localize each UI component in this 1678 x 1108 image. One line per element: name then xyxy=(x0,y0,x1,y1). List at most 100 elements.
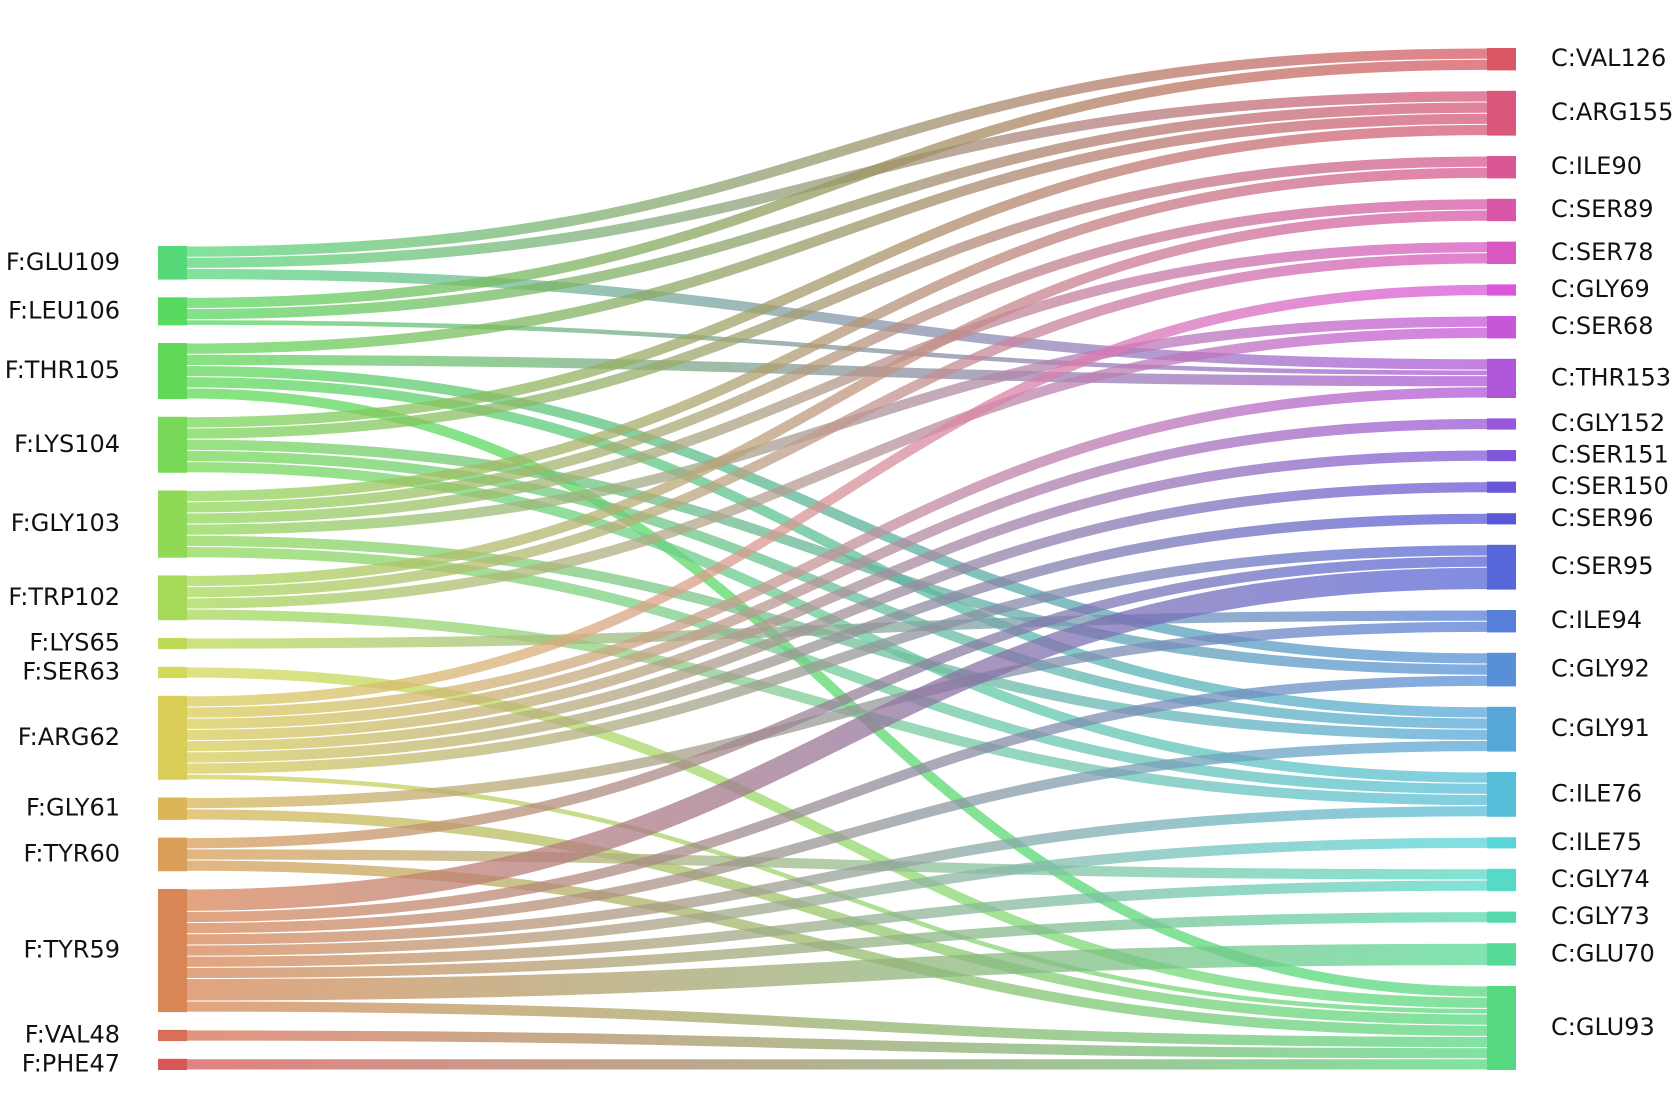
link xyxy=(186,943,1488,1001)
target-node xyxy=(1487,284,1516,296)
source-node xyxy=(158,666,187,679)
target-label: C:SER151 xyxy=(1551,441,1669,469)
source-label: F:PHE47 xyxy=(22,1049,120,1077)
link xyxy=(186,327,1488,609)
target-label: C:GLU70 xyxy=(1551,939,1655,967)
link xyxy=(186,675,1488,923)
target-node xyxy=(1487,450,1516,462)
target-label: C:GLY152 xyxy=(1551,409,1665,437)
source-node xyxy=(158,888,187,1013)
link xyxy=(186,167,1488,502)
source-label: F:GLY61 xyxy=(26,794,120,822)
source-label: F:GLU109 xyxy=(6,248,120,276)
target-node xyxy=(1487,418,1516,430)
link xyxy=(186,610,1488,649)
target-label: C:SER78 xyxy=(1551,238,1653,266)
link xyxy=(186,556,1488,849)
source-node xyxy=(158,297,187,326)
source-node xyxy=(158,490,187,558)
target-node xyxy=(1487,837,1516,849)
link xyxy=(186,546,1488,794)
target-label: C:THR153 xyxy=(1551,363,1671,391)
link xyxy=(186,156,1488,439)
target-node xyxy=(1487,316,1516,339)
source-label: F:LYS65 xyxy=(29,629,120,657)
target-label: C:GLY74 xyxy=(1551,865,1650,893)
target-node xyxy=(1487,544,1516,590)
source-label: F:GLY103 xyxy=(11,509,120,537)
target-node xyxy=(1487,911,1516,923)
source-label: F:TYR60 xyxy=(23,839,120,867)
link xyxy=(186,806,1488,945)
target-node xyxy=(1487,652,1516,687)
link xyxy=(186,418,1488,729)
target-node xyxy=(1487,772,1516,817)
source-node xyxy=(158,575,187,621)
link xyxy=(186,387,1488,718)
target-node xyxy=(1487,156,1516,179)
target-label: C:ILE94 xyxy=(1551,606,1642,634)
target-label: C:GLY73 xyxy=(1551,902,1650,930)
target-label: C:ILE76 xyxy=(1551,779,1642,807)
target-node xyxy=(1487,358,1516,398)
source-node xyxy=(158,1058,187,1070)
source-node xyxy=(158,797,187,820)
link xyxy=(186,1030,1488,1059)
link xyxy=(186,567,1488,911)
link xyxy=(186,253,1488,598)
link xyxy=(186,849,1488,880)
target-label: C:ARG155 xyxy=(1551,98,1673,126)
link xyxy=(186,113,1488,354)
link xyxy=(186,320,1488,376)
link xyxy=(186,621,1488,809)
link xyxy=(186,48,1488,257)
target-label: C:SER96 xyxy=(1551,504,1653,532)
target-node xyxy=(1487,90,1516,136)
target-label: C:GLY69 xyxy=(1551,275,1650,303)
link xyxy=(186,268,1488,370)
source-label: F:ARG62 xyxy=(18,723,120,751)
source-node xyxy=(158,695,187,780)
source-label: F:VAL48 xyxy=(25,1020,120,1048)
source-node xyxy=(158,637,187,650)
target-label: C:VAL126 xyxy=(1551,44,1666,72)
target-label: C:SER150 xyxy=(1551,472,1669,500)
link xyxy=(186,837,1488,956)
source-label: F:TYR59 xyxy=(23,936,120,964)
target-node xyxy=(1487,986,1516,1070)
target-node xyxy=(1487,706,1516,752)
source-label: F:THR105 xyxy=(5,356,120,384)
link xyxy=(186,1001,1488,1048)
link xyxy=(186,482,1488,752)
target-node xyxy=(1487,943,1516,966)
link xyxy=(186,210,1488,587)
target-node xyxy=(1487,513,1516,525)
target-node xyxy=(1487,198,1516,222)
source-label: F:SER63 xyxy=(22,657,120,685)
target-node xyxy=(1487,868,1516,892)
source-label: F:TRP102 xyxy=(8,583,120,611)
link xyxy=(186,450,1488,741)
target-label: C:SER68 xyxy=(1551,312,1653,340)
target-label: C:ILE75 xyxy=(1551,828,1642,856)
link xyxy=(186,354,1488,387)
source-label: F:LEU106 xyxy=(8,296,120,324)
target-label: C:SER89 xyxy=(1551,195,1653,223)
source-label: F:LYS104 xyxy=(14,430,120,458)
target-label: C:GLY92 xyxy=(1551,655,1650,683)
target-node xyxy=(1487,610,1516,633)
link xyxy=(186,102,1488,320)
target-label: C:SER95 xyxy=(1551,552,1653,580)
target-node xyxy=(1487,241,1516,264)
target-node xyxy=(1487,481,1516,493)
link xyxy=(186,284,1488,707)
target-label: C:GLU93 xyxy=(1551,1013,1655,1041)
link xyxy=(186,545,1488,774)
link xyxy=(186,912,1488,979)
source-node xyxy=(158,416,187,473)
link xyxy=(186,199,1488,513)
link xyxy=(186,513,1488,763)
link xyxy=(186,740,1488,934)
link xyxy=(186,124,1488,428)
